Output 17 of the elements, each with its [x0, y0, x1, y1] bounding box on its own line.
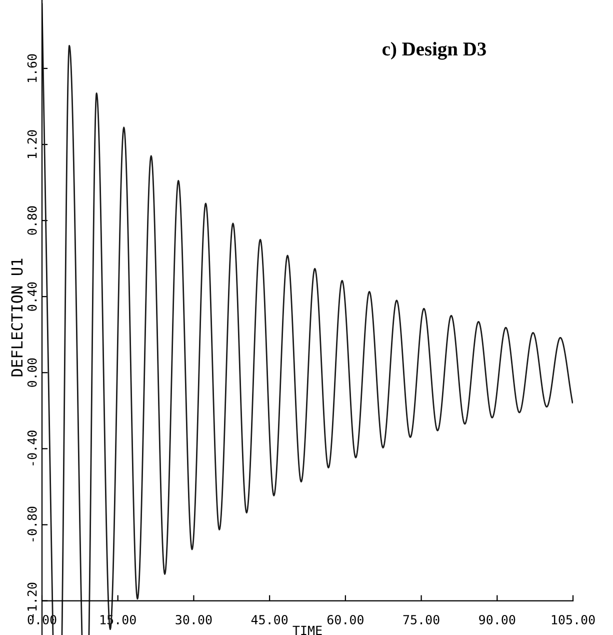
y-tick-label: 1.60	[27, 54, 37, 82]
y-tick-label: 0.00	[27, 358, 37, 387]
y-axis-title: DEFLECTION U1	[11, 258, 23, 376]
y-tick-label: -0.40	[27, 430, 37, 466]
x-tick-label: 105.00	[552, 614, 595, 624]
x-tick-label: 30.00	[176, 614, 212, 624]
y-tick-label: 0.80	[27, 206, 37, 235]
y-tick-label: -1.20	[27, 582, 37, 618]
x-tick-label: 75.00	[403, 614, 440, 624]
x-tick-label: 60.00	[327, 614, 364, 624]
y-tick-label: 1.20	[27, 130, 37, 158]
y-tick-label: 0.40	[27, 282, 37, 311]
y-tick-label: -0.80	[27, 506, 37, 542]
x-axis-title: TIME	[292, 626, 322, 635]
x-tick-label: 45.00	[251, 614, 288, 624]
text: c) Design D3	[382, 42, 486, 60]
x-tick-label: 90.00	[479, 614, 516, 624]
